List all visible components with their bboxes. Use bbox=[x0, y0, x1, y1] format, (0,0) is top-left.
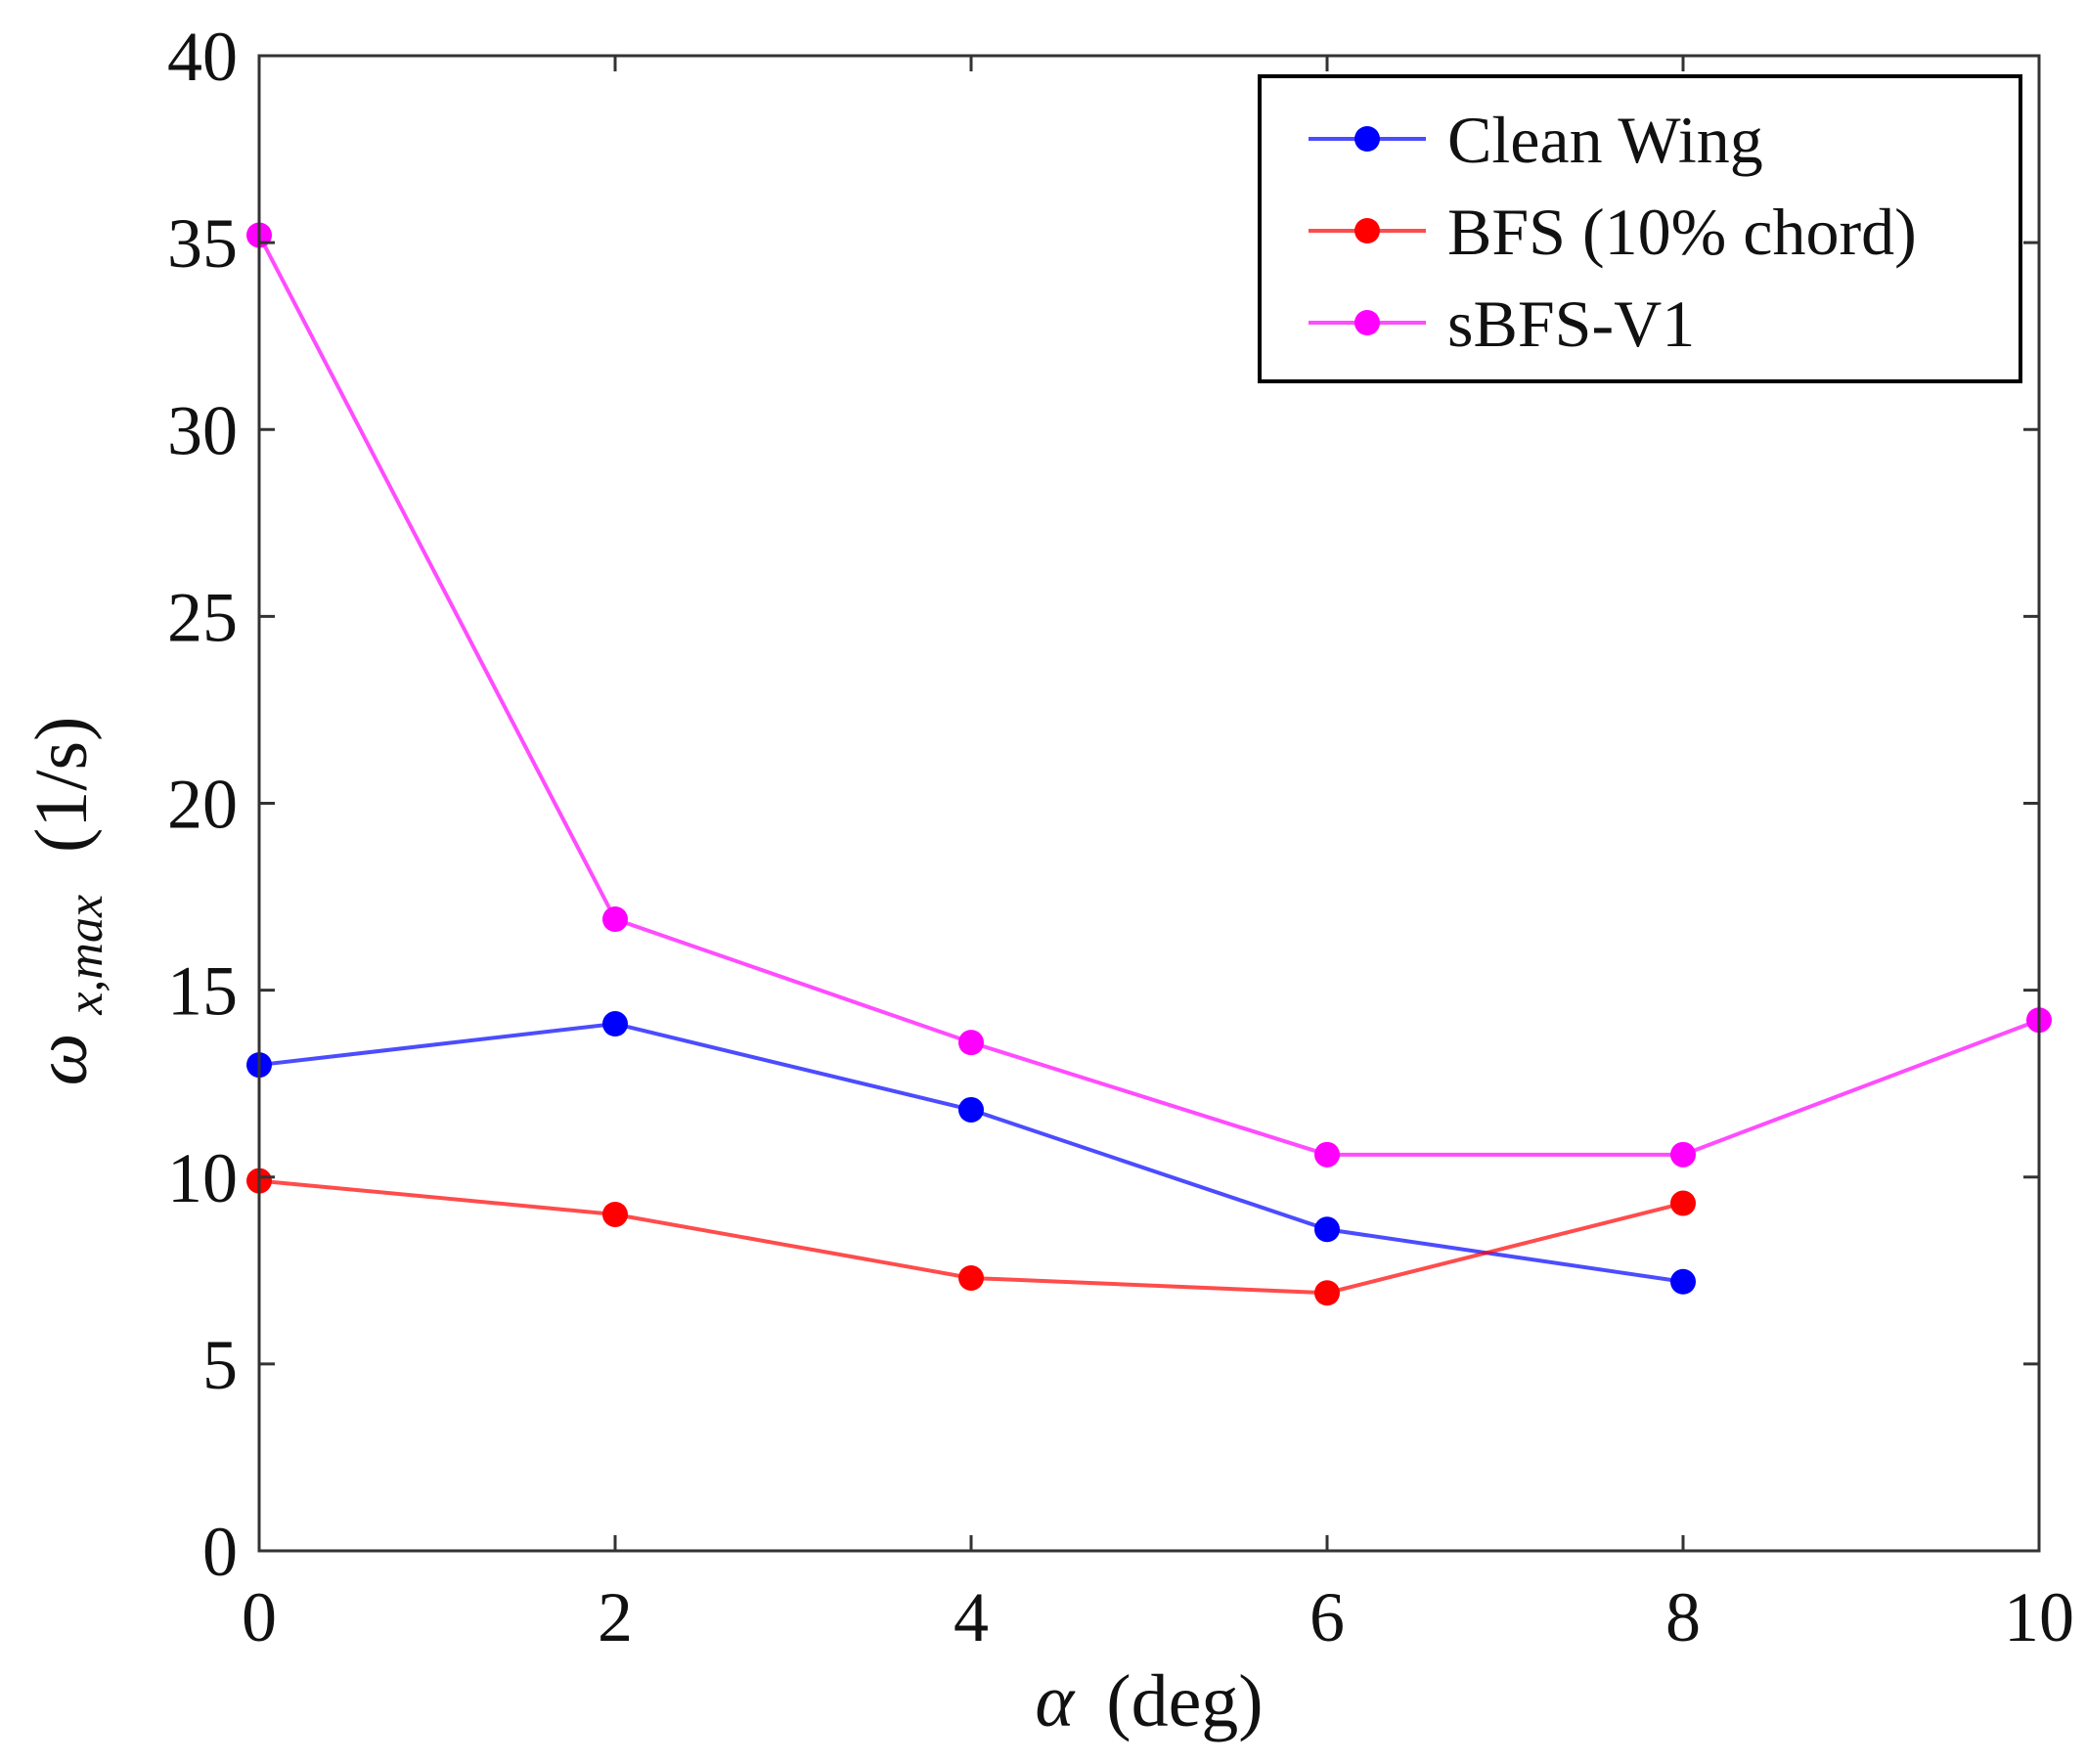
legend-marker bbox=[1354, 310, 1380, 335]
legend-marker bbox=[1354, 126, 1380, 152]
y-tick-label: 5 bbox=[202, 1326, 238, 1404]
data-point bbox=[1314, 1216, 1340, 1243]
data-point bbox=[602, 1201, 628, 1227]
y-tick-label: 40 bbox=[167, 18, 238, 96]
y-axis-title: ω x,max (1/s) bbox=[21, 717, 118, 1086]
legend-label: sBFS-V1 bbox=[1447, 287, 1695, 361]
y-tick-label: 30 bbox=[167, 391, 238, 469]
data-point bbox=[602, 905, 628, 932]
legend-label: Clean Wing bbox=[1447, 103, 1763, 177]
y-tick-label: 15 bbox=[167, 952, 238, 1031]
data-point bbox=[1670, 1190, 1696, 1216]
tick-labels: 0 2 4 6 8 10 0 5 10 15 20 25 30 35 40 bbox=[167, 18, 2074, 1656]
data-point bbox=[958, 1096, 984, 1123]
y-axis-symbol: ω bbox=[21, 1034, 103, 1086]
y-tick-label: 20 bbox=[167, 766, 238, 844]
data-point bbox=[1314, 1141, 1340, 1168]
y-tick-label: 10 bbox=[167, 1139, 238, 1217]
data-point bbox=[1314, 1280, 1340, 1306]
data-point bbox=[958, 1264, 984, 1291]
tick-marks bbox=[257, 54, 2041, 1553]
x-tick-label: 4 bbox=[954, 1578, 989, 1656]
x-tick-label: 6 bbox=[1309, 1578, 1345, 1656]
y-axis-subscript: x,max bbox=[58, 895, 113, 1016]
y-tick-label: 25 bbox=[167, 578, 238, 656]
legend-label: BFS (10% chord) bbox=[1447, 195, 1917, 269]
x-tick-label: 10 bbox=[2004, 1578, 2074, 1656]
legend: Clean Wing BFS (10% chord) sBFS-V1 bbox=[1258, 74, 2022, 383]
legend-marker bbox=[1354, 218, 1380, 243]
y-tick-label: 35 bbox=[167, 204, 238, 283]
y-axis-unit: (1/s) bbox=[21, 717, 103, 853]
data-point bbox=[958, 1030, 984, 1056]
x-tick-label: 2 bbox=[598, 1578, 633, 1656]
data-point bbox=[1670, 1268, 1696, 1295]
data-point bbox=[1670, 1141, 1696, 1168]
series-layer bbox=[246, 222, 2052, 1306]
x-tick-label: 0 bbox=[242, 1578, 277, 1656]
y-tick-label: 0 bbox=[202, 1513, 238, 1591]
x-axis-unit: (deg) bbox=[1106, 1660, 1263, 1742]
x-axis-title: α (deg) bbox=[1035, 1660, 1263, 1742]
x-tick-label: 8 bbox=[1665, 1578, 1701, 1656]
x-axis-symbol: α bbox=[1035, 1660, 1076, 1742]
series-line-3 bbox=[257, 234, 2040, 1157]
data-point bbox=[602, 1011, 628, 1037]
